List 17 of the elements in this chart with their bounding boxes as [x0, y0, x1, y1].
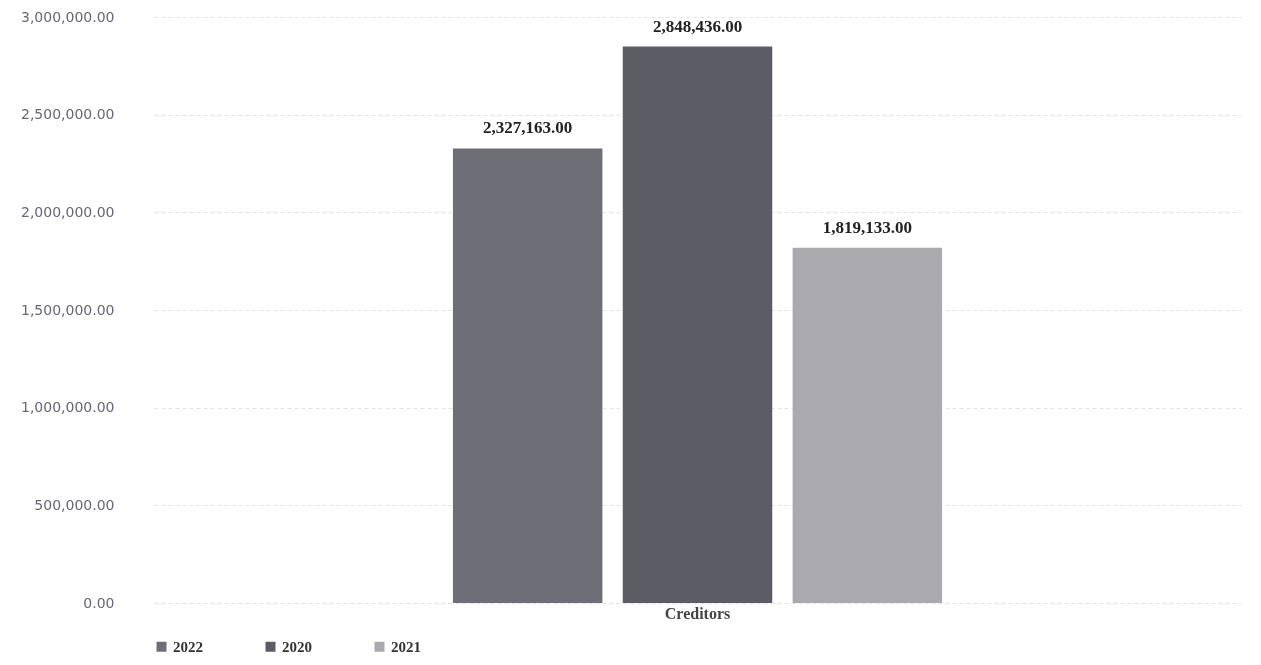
bar	[622, 46, 773, 603]
y-tick-label: 500,000.00	[34, 496, 115, 513]
y-tick-label: 1,000,000.00	[20, 399, 115, 416]
data-label: 1,819,133.00	[822, 217, 912, 237]
data-label: 2,848,436.00	[652, 16, 743, 36]
y-tick-label: 2,000,000.00	[20, 203, 115, 220]
legend-label: 2022	[173, 638, 203, 655]
legend-label: 2021	[391, 638, 421, 655]
y-tick-label: 0.00	[83, 594, 115, 611]
legend-label: 2020	[282, 638, 312, 655]
y-tick-label: 2,500,000.00	[20, 106, 115, 123]
x-tick-label: Creditors	[664, 604, 731, 622]
bar	[792, 247, 943, 603]
y-tick-label: 1,500,000.00	[20, 301, 115, 318]
y-tick-label: 3,000,000.00	[20, 8, 115, 25]
bar	[452, 148, 603, 603]
data-label: 2,327,163.00	[483, 118, 573, 138]
